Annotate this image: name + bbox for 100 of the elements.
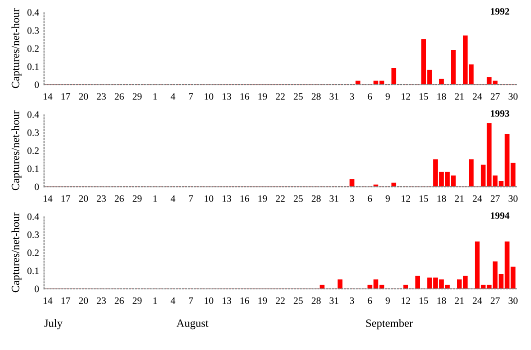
x-tick-label: 29	[132, 297, 142, 304]
x-tick-label: 15	[420, 297, 428, 304]
x-tick-label: 22	[276, 195, 285, 202]
x-tick-label: 24	[472, 195, 482, 202]
x-tick-label: 14	[44, 297, 52, 304]
chart-title: 1994	[490, 212, 510, 219]
x-tick-label: 1	[153, 297, 157, 304]
x-tick-label: 26	[114, 195, 124, 202]
x-tick-label: 12	[402, 297, 410, 304]
y-tick-label: 0.1	[27, 268, 39, 274]
x-tick-label: 20	[79, 297, 88, 304]
y-axis-title: Captures/net-hour	[11, 212, 22, 292]
x-tick-label: 4	[170, 297, 176, 304]
y-axis-title: Captures/net-hour	[11, 110, 22, 190]
y-tick-label: 0.4	[27, 111, 40, 118]
x-tick-label: 25	[294, 297, 303, 304]
x-tick-label: 7	[189, 297, 194, 304]
text: July	[44, 319, 63, 330]
x-tick-label: 25	[294, 195, 303, 202]
x-tick-label: 18	[437, 195, 446, 202]
x-tick-label: 23	[96, 297, 106, 304]
x-tick-label: 28	[312, 93, 321, 100]
y-tick-label: 0	[34, 184, 39, 190]
x-tick-label: 27	[490, 195, 500, 202]
text: August	[176, 319, 208, 330]
x-tick-label: 9	[386, 93, 390, 100]
x-tick-label: 28	[312, 195, 321, 202]
y-tick-label: 0.3	[27, 27, 39, 34]
x-tick-label: 1	[153, 195, 157, 202]
x-tick-label: 4	[170, 93, 176, 100]
y-tick-label: 0.4	[27, 9, 40, 16]
x-tick-label: 24	[472, 93, 482, 100]
x-tick-label: 10	[204, 195, 214, 202]
y-tick-label: 0.3	[27, 129, 39, 136]
x-tick-label: 27	[490, 93, 500, 100]
x-tick-label: 6	[368, 297, 372, 304]
x-tick-label: 9	[386, 195, 390, 202]
x-tick-label: 30	[508, 297, 518, 304]
x-tick-label: 20	[79, 93, 88, 100]
x-tick-label: 30	[508, 93, 518, 100]
y-tick-label: 0.2	[27, 147, 39, 154]
x-tick-label: 22	[276, 93, 285, 100]
x-tick-label: 18	[437, 297, 446, 304]
x-tick-label: 19	[258, 93, 267, 100]
x-tick-label: 29	[132, 93, 142, 100]
y-tick-label: 0.3	[27, 231, 39, 238]
y-axis-title: Captures/net-hour	[11, 8, 22, 88]
x-tick-label: 9	[386, 297, 390, 304]
x-tick-label: 29	[132, 195, 142, 202]
x-tick-label: 27	[490, 297, 500, 304]
x-tick-label: 7	[189, 93, 194, 100]
x-tick-label: 17	[62, 195, 70, 202]
x-tick-label: 16	[240, 93, 250, 100]
x-tick-label: 19	[258, 195, 267, 202]
x-tick-label: 19	[258, 297, 267, 304]
y-tick-label: 0.1	[27, 63, 39, 70]
chart-title: 1993	[490, 110, 510, 117]
x-tick-label: 15	[420, 195, 428, 202]
x-tick-label: 17	[62, 297, 70, 304]
x-tick-label: 21	[454, 297, 464, 304]
x-tick-label: 15	[420, 93, 428, 100]
x-tick-label: 13	[222, 297, 232, 304]
y-tick-label: 0	[34, 81, 39, 88]
x-tick-label: 30	[508, 195, 518, 202]
x-tick-label: 3	[350, 93, 354, 100]
x-tick-label: 12	[402, 195, 410, 202]
x-tick-label: 4	[170, 195, 176, 202]
x-tick-label: 21	[454, 93, 464, 100]
x-tick-label: 22	[276, 297, 285, 304]
x-tick-label: 26	[114, 297, 124, 304]
x-tick-label: 24	[472, 297, 482, 304]
x-tick-label: 31	[330, 297, 338, 304]
x-tick-label: 25	[294, 93, 303, 100]
chart-title: 1992	[490, 8, 510, 15]
x-tick-label: 12	[402, 93, 410, 100]
x-tick-label: 31	[330, 195, 338, 202]
x-tick-label: 10	[204, 93, 214, 100]
x-tick-label: 3	[350, 195, 354, 202]
x-tick-label: 14	[44, 93, 52, 100]
x-tick-label: 6	[368, 93, 372, 100]
y-tick-label: 0.2	[27, 249, 39, 256]
x-tick-label: 7	[189, 195, 194, 202]
x-tick-label: 13	[222, 93, 232, 100]
x-tick-label: 23	[96, 195, 106, 202]
x-tick-label: 28	[312, 297, 321, 304]
y-tick-label: 0.1	[27, 165, 39, 172]
x-tick-label: 26	[114, 93, 124, 100]
y-tick-label: 0.4	[27, 213, 40, 220]
x-tick-label: 16	[240, 195, 250, 202]
x-tick-label: 14	[44, 195, 52, 202]
y-tick-label: 0	[34, 286, 39, 292]
y-tick-label: 0.2	[27, 45, 39, 52]
x-tick-label: 18	[437, 93, 446, 100]
x-tick-label: 10	[204, 297, 214, 304]
x-tick-label: 3	[350, 297, 354, 304]
x-tick-label: 1	[153, 93, 157, 100]
x-tick-label: 16	[240, 297, 250, 304]
text: September	[366, 319, 413, 330]
x-tick-label: 20	[79, 195, 88, 202]
x-tick-label: 13	[222, 195, 232, 202]
